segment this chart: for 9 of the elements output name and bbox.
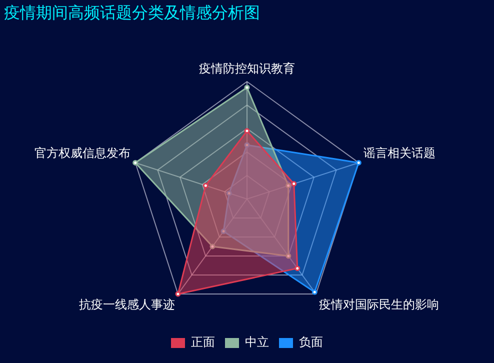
legend-label: 负面 [299,335,323,350]
spoke-label: 疫情对国际民生的影响 [318,297,439,312]
legend-label: 正面 [191,335,215,350]
spoke-label: 疫情防控知识教育 [199,62,295,76]
legend-label: 中立 [245,335,269,350]
spoke-label: 抗疫一线感人事迹 [79,297,176,312]
spoke-label: 官方权威信息发布 [34,146,131,160]
chart-title: 疫情期间高频话题分类及情感分析图 [4,2,260,22]
spoke-label: 谣言相关话题 [363,146,436,160]
